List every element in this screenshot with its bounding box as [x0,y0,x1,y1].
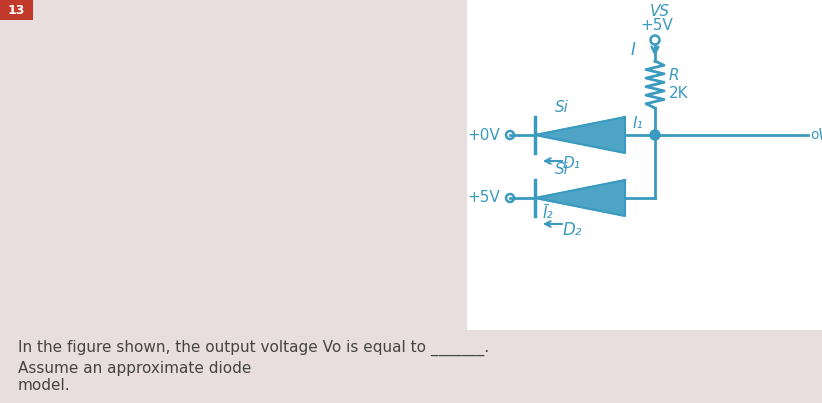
Text: Ī₂: Ī₂ [543,206,554,222]
Text: R: R [669,67,680,83]
Text: +5V: +5V [640,17,673,33]
Text: +0V: +0V [467,127,500,143]
Text: +5V: +5V [467,191,500,206]
Polygon shape [535,180,625,216]
Bar [467,0,822,330]
Circle shape [650,130,660,140]
Text: Vo: Vo [818,127,822,143]
Text: Si: Si [555,162,569,177]
Text: D₁: D₁ [563,156,581,170]
Text: D₂: D₂ [562,221,582,239]
Text: Assume an approximate diode: Assume an approximate diode [18,361,252,376]
Polygon shape [535,117,625,153]
Text: I: I [630,41,635,59]
Text: model.: model. [18,378,71,393]
Text: VS: VS [650,4,670,19]
Text: Si: Si [555,100,569,114]
Text: I₁: I₁ [632,116,643,131]
Text: 13: 13 [7,4,25,17]
Bar [0,0,33,20]
Text: o: o [810,128,819,142]
Text: In the figure shown, the output voltage Vo is equal to _______.: In the figure shown, the output voltage … [18,340,489,356]
Text: 2K: 2K [669,85,689,100]
